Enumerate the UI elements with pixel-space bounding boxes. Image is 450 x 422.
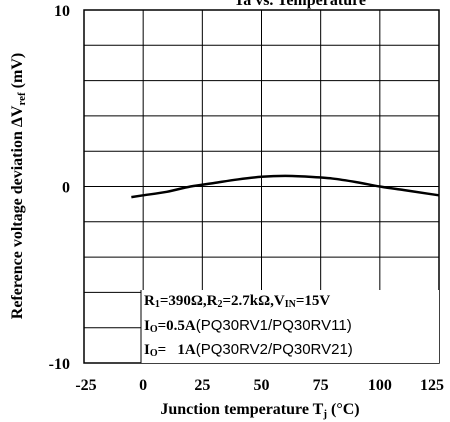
x-tick-label: -25	[75, 377, 96, 394]
annotation-box	[141, 290, 439, 363]
x-tick-label: 50	[254, 377, 270, 394]
y-tick-label: 10	[54, 3, 70, 20]
x-tick-label: 125	[420, 377, 444, 394]
chart-title-fragment: Ta vs. Temperature	[234, 0, 366, 9]
x-tick-label: 75	[313, 377, 329, 394]
condition-annotation: R1=390Ω,R2=2.7kΩ,VIN=15V IO=0.5A(PQ30RV1…	[140, 290, 439, 363]
annotation-line-2: IO=0.5A(PQ30RV1/PQ30RV11)	[144, 317, 352, 335]
y-ticks: 10 0 -10	[49, 3, 70, 373]
y-tick-label: -10	[49, 356, 70, 373]
x-axis-label: Junction temperature Tj (°C)	[160, 401, 359, 420]
x-tick-label: 25	[194, 377, 210, 394]
series-line	[131, 174, 440, 199]
x-tick-label: 0	[139, 377, 147, 394]
y-tick-label: 0	[62, 180, 70, 197]
x-tick-label: 100	[368, 377, 392, 394]
annotation-line-3: IO= 1A(PQ30RV2/PQ30RV21)	[144, 341, 353, 359]
annotation-line-1: R1=390Ω,R2=2.7kΩ,VIN=15V	[144, 293, 330, 310]
y-axis-label: Reference voltage deviation ΔVref (mV)	[9, 53, 28, 319]
x-ticks: -25 0 25 50 75 100 125	[75, 377, 444, 394]
